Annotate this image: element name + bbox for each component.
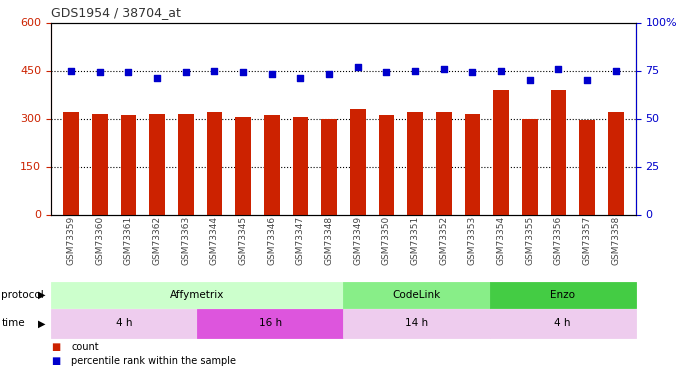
Text: ▶: ▶: [38, 318, 46, 328]
Point: [496, 68, 507, 74]
Point: [152, 75, 163, 81]
Text: time: time: [1, 318, 25, 328]
Bar: [407, 112, 423, 214]
Point: [267, 71, 277, 77]
Text: 4 h: 4 h: [554, 318, 571, 328]
Text: 4 h: 4 h: [116, 318, 133, 328]
Bar: [321, 118, 337, 214]
Point: [123, 69, 134, 75]
Point: [180, 69, 191, 75]
Text: Enzo: Enzo: [550, 290, 575, 300]
Text: 16 h: 16 h: [258, 318, 282, 328]
Bar: [207, 112, 222, 214]
Bar: [551, 90, 566, 214]
Point: [409, 68, 420, 74]
Text: Affymetrix: Affymetrix: [170, 290, 224, 300]
Point: [352, 64, 363, 70]
Point: [237, 69, 248, 75]
Text: percentile rank within the sample: percentile rank within the sample: [71, 356, 237, 366]
Point: [553, 66, 564, 72]
Text: ■: ■: [51, 342, 61, 352]
Point: [467, 69, 478, 75]
Point: [66, 68, 77, 74]
Bar: [235, 117, 251, 214]
Point: [581, 77, 592, 83]
Bar: [436, 112, 452, 214]
Text: CodeLink: CodeLink: [392, 290, 441, 300]
Text: count: count: [71, 342, 99, 352]
Text: 14 h: 14 h: [405, 318, 428, 328]
Bar: [608, 112, 624, 214]
Text: ▶: ▶: [38, 290, 46, 300]
Bar: [292, 117, 308, 214]
Bar: [264, 115, 279, 214]
Bar: [379, 115, 394, 214]
Text: protocol: protocol: [1, 290, 44, 300]
Point: [209, 68, 220, 74]
Point: [95, 69, 105, 75]
Point: [381, 69, 392, 75]
Bar: [149, 114, 165, 214]
Point: [439, 66, 449, 72]
Bar: [464, 114, 480, 214]
Text: ■: ■: [51, 356, 61, 366]
Text: GDS1954 / 38704_at: GDS1954 / 38704_at: [51, 6, 181, 19]
Point: [610, 68, 621, 74]
Bar: [92, 114, 107, 214]
Bar: [579, 120, 595, 214]
Point: [295, 75, 306, 81]
Bar: [178, 114, 194, 214]
Bar: [350, 109, 366, 214]
Point: [524, 77, 535, 83]
Bar: [120, 115, 136, 214]
Bar: [63, 112, 79, 214]
Bar: [522, 118, 538, 214]
Point: [324, 71, 335, 77]
Bar: [493, 90, 509, 214]
